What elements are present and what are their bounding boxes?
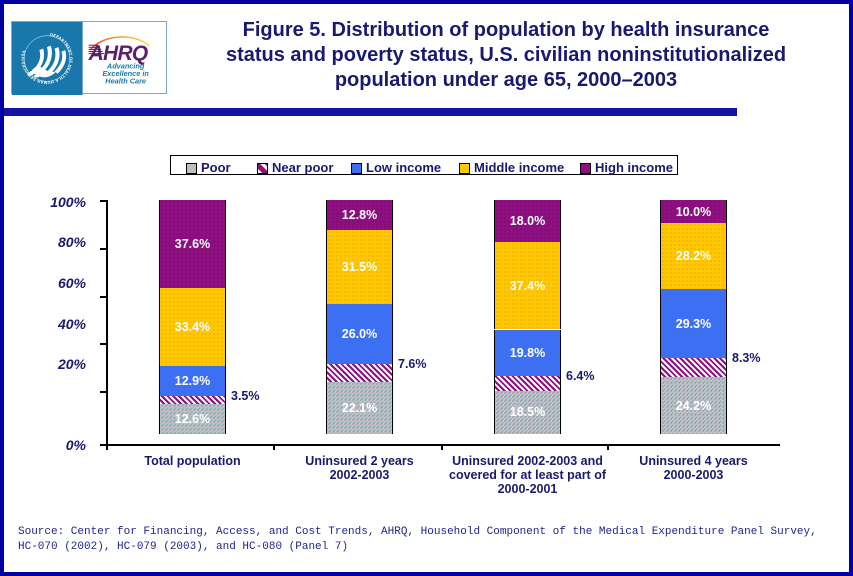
svg-text:Health Care: Health Care [105, 77, 146, 86]
